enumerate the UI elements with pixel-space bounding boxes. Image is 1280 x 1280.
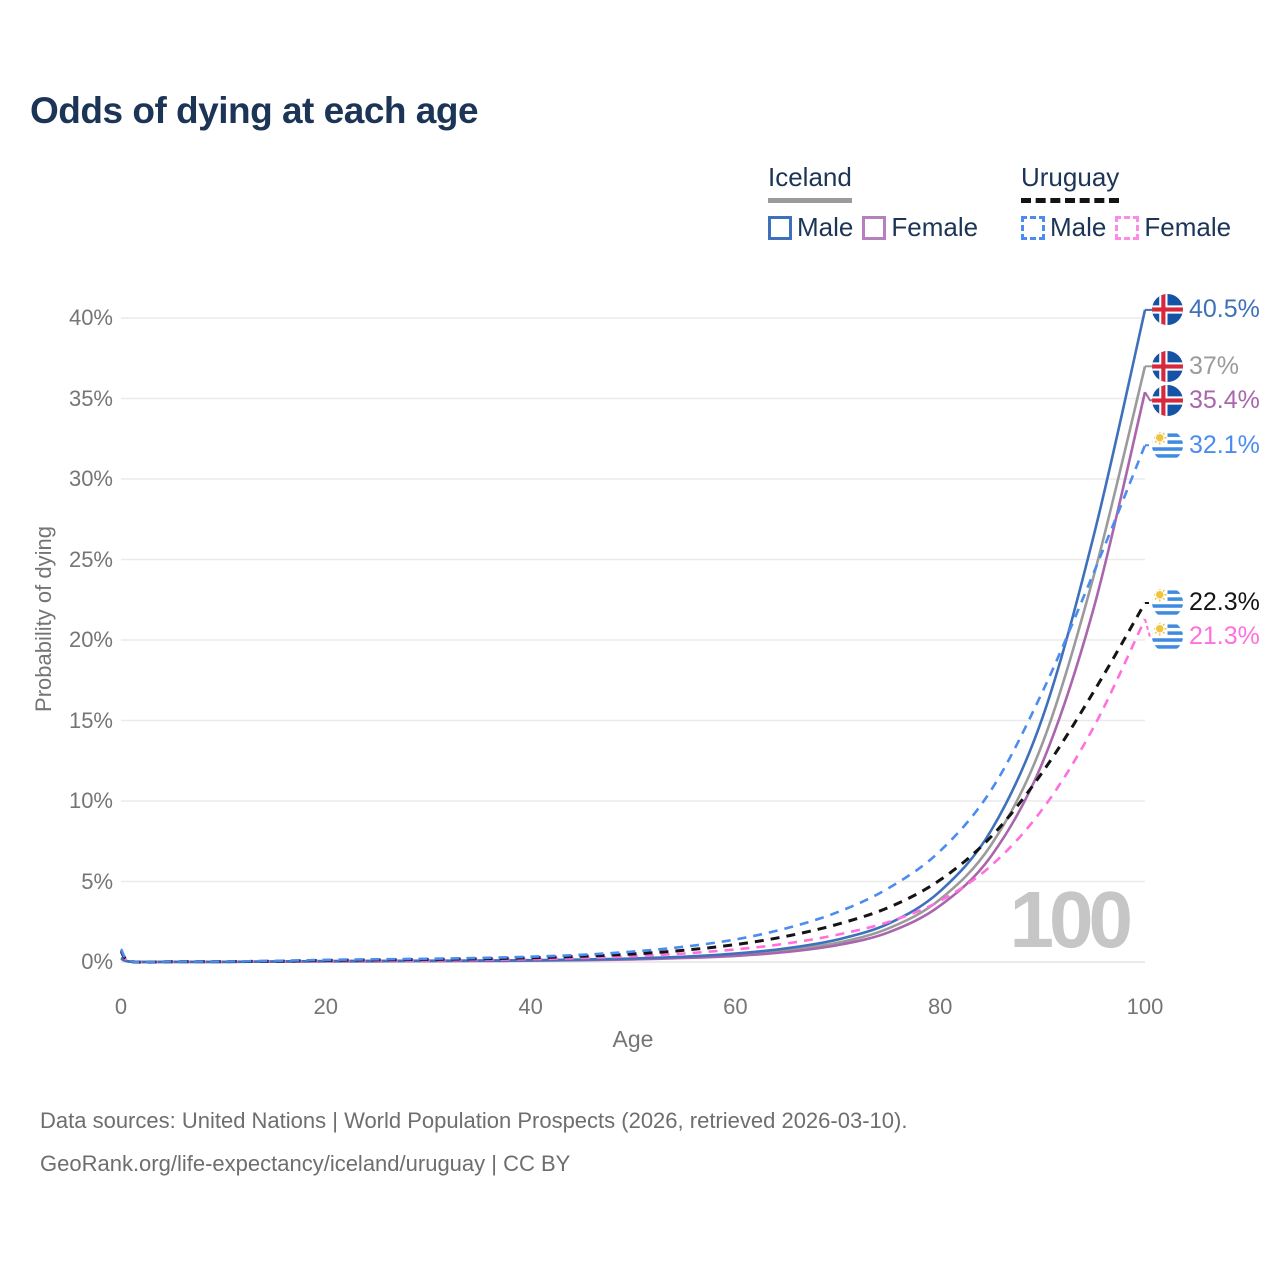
legend-item-label: Female — [1144, 212, 1232, 242]
end-label-uruguay-male: 32.1% — [1152, 428, 1260, 462]
series-line-iceland-male — [120, 309, 1147, 964]
end-label-iceland-both: 37% — [1152, 349, 1239, 383]
end-label-value: 35.4% — [1189, 385, 1260, 414]
iceland-flag-icon — [1152, 294, 1183, 326]
y-tick-label-25: 25% — [68, 546, 113, 572]
y-tick-label-0: 0% — [81, 949, 113, 974]
uruguay-flag-icon — [1152, 429, 1183, 461]
y-tick-label-35: 35% — [68, 385, 113, 411]
legend-group-uruguay: Uruguay Male Female — [1021, 162, 1231, 243]
source-block: Data sources: United Nations | World Pop… — [40, 1108, 1240, 1194]
iceland-flag-icon — [1152, 384, 1183, 416]
attribution-line: GeoRank.org/life-expectancy/iceland/urug… — [40, 1151, 571, 1176]
data-sources-line: Data sources: United Nations | World Pop… — [40, 1108, 908, 1133]
x-tick-label-80: 80 — [927, 994, 953, 1019]
series-line-iceland-both — [120, 365, 1147, 964]
x-tick-label-20: 20 — [313, 994, 339, 1019]
legend-item-label: Female — [891, 212, 979, 242]
legend-item-label: Male — [1050, 212, 1107, 242]
series-line-uruguay-both — [119, 602, 1147, 964]
age-counter-watermark: 100 — [1009, 875, 1134, 964]
legend-header-iceland: Iceland — [768, 162, 852, 203]
legend-row-iceland: Male Female — [768, 212, 978, 243]
uruguay-female-swatch-icon — [1115, 215, 1140, 240]
end-label-uruguay-both: 22.3% — [1152, 586, 1260, 620]
legend-item-uruguay-male: Male — [1021, 212, 1106, 243]
y-tick-label-30: 30% — [68, 466, 113, 491]
y-tick-label-5: 5% — [81, 868, 113, 894]
end-label-value: 32.1% — [1189, 430, 1260, 459]
end-label-value: 40.5% — [1189, 295, 1260, 324]
iceland-female-swatch-icon — [862, 215, 887, 240]
x-tick-label-60: 60 — [723, 994, 748, 1019]
x-tick-label-100: 100 — [1126, 994, 1164, 1019]
y-tick-label-10: 10% — [68, 788, 113, 813]
legend-header-uruguay: Uruguay — [1021, 162, 1120, 203]
end-label-iceland-male: 40.5% — [1152, 293, 1260, 327]
iceland-male-swatch-icon — [768, 215, 792, 240]
page-title: Odds of dying at each age — [30, 90, 479, 131]
legend-group-iceland: Iceland Male Female — [768, 162, 978, 243]
end-label-iceland-female: 35.4% — [1152, 383, 1260, 417]
legend-item-iceland-male: Male — [768, 212, 853, 243]
end-label-value: 22.3% — [1189, 588, 1260, 617]
uruguay-male-swatch-icon — [1021, 215, 1045, 240]
end-label-uruguay-female: 21.3% — [1152, 620, 1260, 654]
y-axis-title: Probability of dying — [31, 526, 56, 712]
end-label-value: 37% — [1189, 351, 1240, 380]
chart-plot-area — [119, 308, 1155, 964]
uruguay-flag-icon — [1152, 587, 1183, 619]
legend-row-uruguay: Male Female — [1021, 212, 1231, 243]
series-line-uruguay-female — [119, 618, 1147, 964]
legend-item-uruguay-female: Female — [1115, 212, 1231, 243]
series-line-uruguay-male — [119, 444, 1147, 964]
x-axis-title: Age — [612, 1026, 654, 1052]
x-tick-label-0: 0 — [114, 994, 128, 1019]
end-label-value: 21.3% — [1189, 622, 1260, 651]
iceland-flag-icon — [1152, 350, 1183, 382]
y-tick-label-40: 40% — [68, 305, 113, 330]
x-tick-label-40: 40 — [518, 994, 543, 1019]
legend-item-iceland-female: Female — [862, 212, 978, 243]
y-tick-label-20: 20% — [68, 627, 113, 652]
y-tick-label-15: 15% — [68, 707, 113, 733]
uruguay-flag-icon — [1152, 621, 1183, 653]
series-line-iceland-female — [120, 391, 1147, 964]
legend-item-label: Male — [797, 212, 854, 242]
